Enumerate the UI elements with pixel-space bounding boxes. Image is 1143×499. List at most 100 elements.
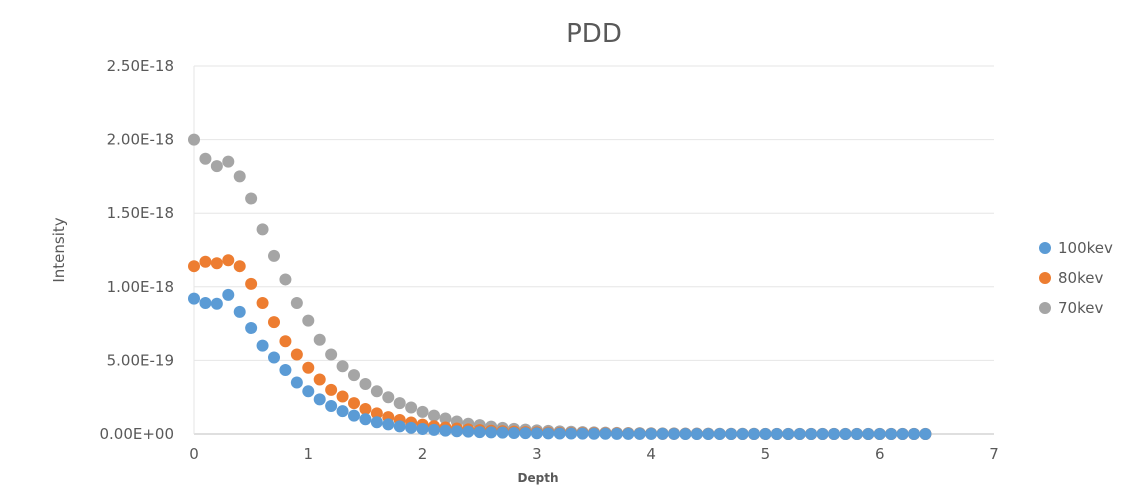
point-100kev [290,376,303,389]
point-100kev [908,427,920,440]
x-tick-labels: 0 1 2 3 4 5 6 7 [189,445,999,463]
point-80kev [336,390,349,403]
point-100kev [519,427,532,440]
data-points [188,133,932,440]
point-70kev [325,348,338,361]
point-70kev [268,249,280,262]
point-100kev [828,427,840,440]
point-100kev [302,385,315,398]
point-100kev [805,427,818,440]
point-70kev [210,160,223,173]
point-70kev [359,377,372,390]
point-100kev [210,297,223,310]
series-80kev [188,254,932,440]
legend-marker [1039,242,1051,254]
x-tick-label: 2 [418,445,428,463]
point-100kev [222,288,235,301]
point-100kev [508,426,520,439]
y-tick-labels: 0.00E+00 5.00E-19 1.00E-18 1.50E-18 2.00E-18… [99,57,174,443]
legend: 100kev 80kev 70kev [1039,239,1113,317]
point-100kev [610,427,623,440]
point-80kev [279,335,292,348]
point-100kev [896,427,909,440]
legend-item-70kev: 70kev [1039,299,1103,317]
point-100kev [188,292,200,305]
y-tick-label: 2.50E-18 [107,57,174,75]
y-axis-label: Intensity [50,217,68,282]
point-100kev [633,427,646,440]
point-70kev [370,385,383,398]
point-100kev [679,427,692,440]
point-100kev [245,322,258,335]
point-70kev [245,192,258,205]
point-80kev [290,348,303,361]
point-70kev [256,223,269,236]
point-100kev [279,363,292,376]
x-axis-label: Depth [518,471,559,485]
point-100kev [542,427,555,440]
chart-title: PDD [566,19,622,49]
point-100kev [496,426,509,439]
y-tick-label: 1.50E-18 [107,204,174,222]
point-80kev [302,361,315,374]
x-tick-label: 5 [761,445,771,463]
point-100kev [336,405,349,418]
point-80kev [256,296,269,309]
point-80kev [233,260,246,273]
point-100kev [382,418,395,431]
point-80kev [348,397,360,410]
point-70kev [233,170,246,183]
x-tick-label: 3 [532,445,542,463]
point-70kev [382,391,395,404]
point-100kev [645,427,658,440]
point-80kev [222,254,235,267]
legend-item-80kev: 80kev [1039,269,1103,287]
point-100kev [485,426,498,439]
point-70kev [222,155,235,168]
point-100kev [850,427,863,440]
point-100kev [233,305,246,318]
point-100kev [622,427,635,440]
legend-label: 100kev [1058,239,1113,257]
legend-label: 70kev [1058,299,1103,317]
point-100kev [439,424,452,437]
point-70kev [302,314,315,327]
point-100kev [690,427,703,440]
point-80kev [268,316,280,329]
x-tick-label: 4 [646,445,656,463]
x-tick-label: 6 [875,445,885,463]
point-100kev [256,339,269,352]
legend-item-100kev: 100kev [1039,239,1113,257]
point-70kev [439,412,452,425]
x-tick-label: 7 [989,445,999,463]
point-80kev [313,373,326,386]
legend-marker [1039,272,1051,284]
point-100kev [565,427,578,440]
point-80kev [245,277,258,290]
point-100kev [656,427,669,440]
x-tick-label: 1 [304,445,314,463]
point-100kev [782,427,795,440]
point-100kev [748,427,760,440]
point-70kev [336,360,349,373]
point-100kev [759,427,772,440]
point-80kev [199,255,212,268]
point-100kev [325,400,338,413]
point-80kev [210,257,223,270]
point-100kev [885,427,898,440]
point-100kev [348,409,360,422]
point-70kev [188,133,200,146]
point-100kev [450,425,463,438]
point-100kev [553,427,566,440]
point-100kev [793,427,806,440]
x-tick-label: 0 [189,445,199,463]
point-100kev [268,351,280,364]
point-100kev [725,427,738,440]
point-100kev [473,426,486,439]
y-tick-label: 2.00E-18 [107,131,174,149]
point-100kev [702,427,715,440]
point-100kev [405,421,418,434]
point-100kev [588,427,600,440]
point-100kev [428,423,440,436]
point-100kev [416,422,429,435]
